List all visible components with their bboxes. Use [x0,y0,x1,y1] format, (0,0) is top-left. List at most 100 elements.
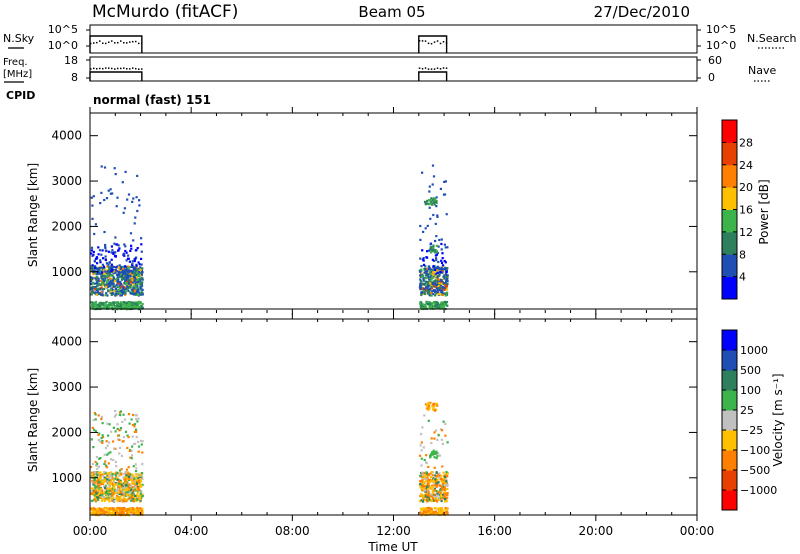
velocity-cell [127,493,130,496]
velocity-cell [121,485,125,488]
velocity-cell [427,473,430,476]
power-cell [446,304,449,307]
velocity-cell [131,510,134,513]
velocity-cell [115,492,118,495]
power-cell [127,279,130,282]
cpid-text: normal (fast) 151 [93,93,211,107]
velocity-cell [135,479,138,482]
velocity-cell [106,495,109,498]
power-cell [419,238,422,241]
power-cell [127,254,130,257]
velocity-cell [118,413,121,416]
power-cell [101,303,104,306]
velocity-cell [422,446,425,449]
power-cell [421,249,424,252]
velocity-cell [99,473,102,477]
velocity-cell [127,413,131,416]
velocity-cell [111,476,114,479]
power-cell [433,199,436,202]
velocity-cell [124,479,127,482]
power-ylabel: Slant Range [km] [26,163,40,267]
power-cell [94,300,98,304]
velocity-cell [136,473,139,476]
power-cell [132,283,135,286]
power-cell [140,291,143,294]
power-cell [438,305,441,308]
velocity-cell [432,403,435,406]
power-cell [427,265,430,268]
velocity-cell [420,433,423,436]
power-cell [437,284,440,287]
velocity-cell [112,480,115,483]
colorbar-segment [722,390,737,411]
power-cell [99,261,102,264]
nave-point [427,68,430,70]
velocity-cell [439,484,442,487]
power-cell [136,303,139,306]
velocity-cell [431,405,434,408]
velocity-cell [90,438,93,441]
velocity-cell [91,426,94,429]
power-cell [429,246,432,249]
velocity-cell [444,475,447,478]
velocity-cell [419,500,422,503]
power-cell [446,267,449,270]
power-cell [98,249,102,252]
power-cell [429,279,432,282]
colorbar-segment [722,276,737,300]
velocity-cell [439,492,442,495]
velocity-cell [135,418,138,421]
velocity-cell [440,507,443,510]
power-cell [118,247,121,250]
velocity-cell [106,453,109,456]
power-cell [134,216,137,219]
velocity-cell [91,479,94,482]
power-cell [137,304,140,307]
velocity-cell [97,465,101,468]
velocity-cell [420,441,423,444]
velocity-cell [124,509,128,513]
velocity-cell [104,471,107,475]
power-cell [419,270,422,273]
velocity-cell [445,497,448,500]
velocity-cell [90,492,93,495]
power-cell [100,275,103,278]
power-cell [419,302,422,305]
velocity-cell [108,500,111,503]
velocity-cell [106,422,109,425]
velocity-cell [91,510,94,513]
power-cell [428,203,431,206]
power-cell [115,305,118,308]
velocity-cell [444,422,447,425]
velocity-cell [111,499,114,502]
velocity-cell [97,479,100,482]
velocity-cell [432,452,435,455]
power-cell [125,305,128,308]
velocity-cell [124,478,127,481]
velocity-cell [425,478,428,481]
velocity-cell [97,492,100,495]
power-cell [100,286,103,289]
power-cell [440,238,443,241]
power-cell [90,276,93,279]
power-cell [436,276,439,279]
velocity-cell [139,499,142,502]
power-cell [428,199,431,202]
velocity-cell [93,494,96,497]
velocity-cell [130,494,133,497]
power-cell [426,292,429,295]
velocity-cell [436,494,439,497]
velocity-cell [429,496,432,499]
velocity-cell [419,480,422,483]
power-cell [92,195,95,198]
velocity-cell [127,492,130,495]
velocity-cell [420,457,423,460]
velocity-cell [135,470,138,473]
power-cell [432,201,435,204]
velocity-cell [427,419,430,422]
velocity-cell [438,498,441,501]
power-cell [99,283,102,286]
power-cell [115,266,118,269]
power-cell [112,252,115,255]
